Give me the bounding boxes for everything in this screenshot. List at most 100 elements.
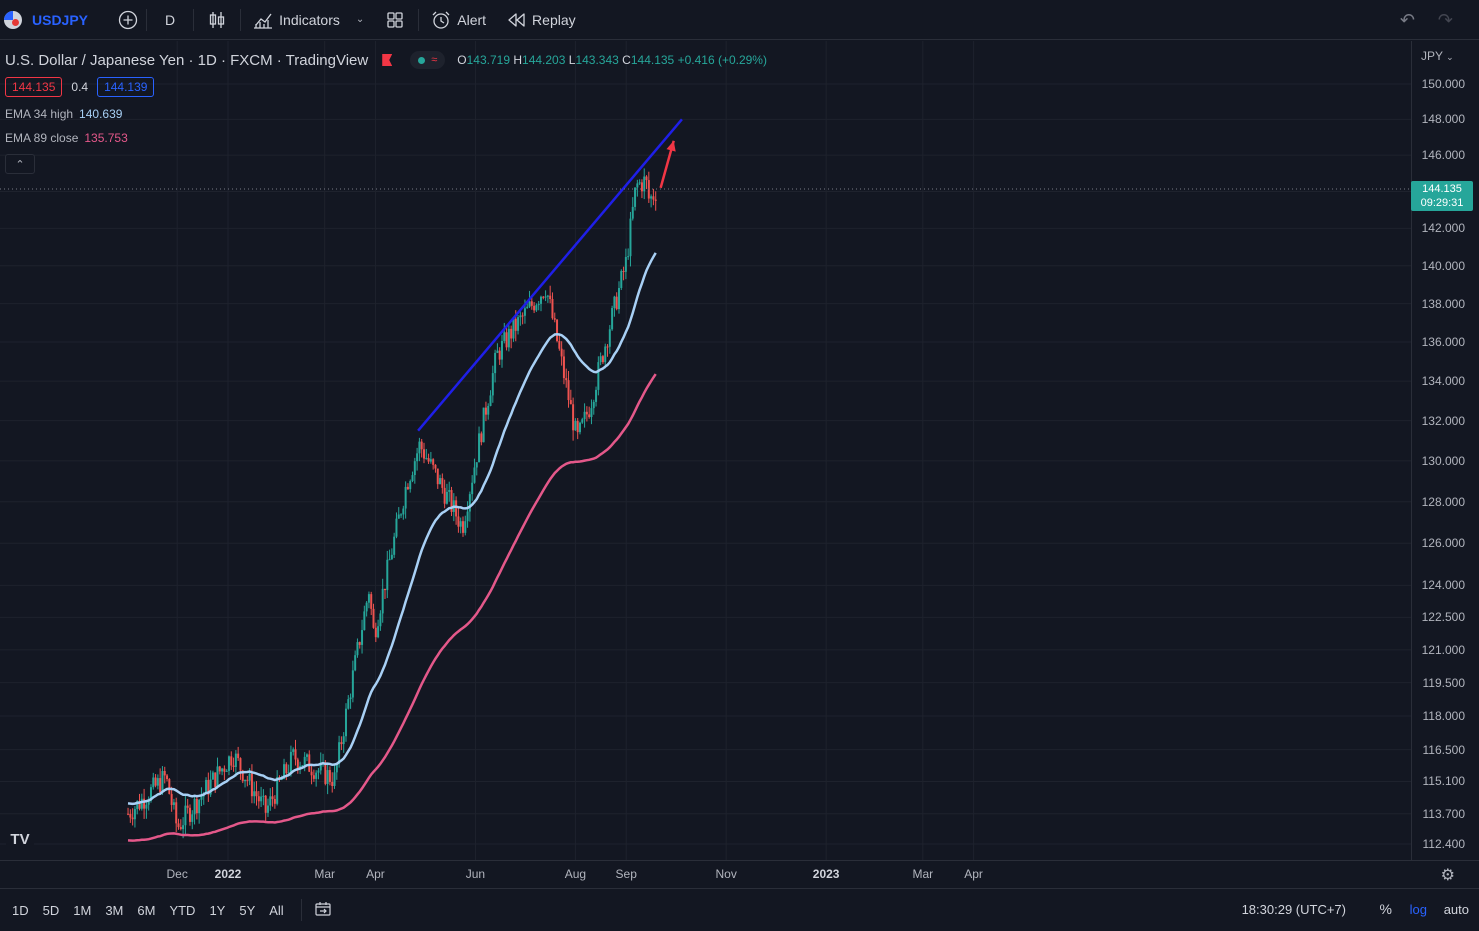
currency-selector[interactable]: JPY ⌄ (1421, 49, 1454, 63)
range-button-1d[interactable]: 1D (12, 902, 29, 918)
candle-body (604, 346, 607, 363)
price-tick: 148.000 (1421, 112, 1465, 127)
range-button-1y[interactable]: 1Y (209, 902, 226, 918)
indicators-button[interactable]: Indicators ⌄ (241, 0, 372, 40)
candle-body (255, 791, 258, 797)
candle-body (269, 796, 272, 806)
divider (193, 8, 195, 31)
time-tick: Dec (166, 867, 188, 881)
candle-body (133, 809, 136, 820)
chart-pane[interactable] (0, 41, 1411, 860)
compare-add-button[interactable] (98, 0, 146, 40)
time-axis[interactable]: ⚙ Dec 2022 Mar Apr Jun Aug Sep Nov 2023 Mar Apr (0, 860, 1479, 888)
candle-body (294, 749, 297, 760)
range-button-5y[interactable]: 5Y (239, 902, 256, 918)
candle-body (340, 742, 343, 745)
ema89-name: EMA 89 close (5, 131, 79, 145)
candle-body (409, 481, 412, 490)
candle-body (471, 482, 474, 495)
range-button-5d[interactable]: 5D (42, 902, 60, 918)
candle-body (241, 770, 244, 782)
candle-body (523, 308, 526, 316)
chevron-down-icon: ⌄ (1446, 52, 1454, 62)
tradingview-logo-icon[interactable]: TV (6, 829, 34, 849)
ema89-legend[interactable]: EMA 89 close 135.753 (5, 131, 128, 145)
candle-body (514, 318, 517, 331)
ema34-line (127, 252, 657, 806)
candle-body (505, 332, 508, 348)
time-tick: Mar (912, 867, 934, 881)
price-axis[interactable]: 150.000148.000146.000144.000142.000140.0… (1411, 41, 1479, 860)
legend-header: U.S. Dollar / Japanese Yen · 1D · FXCM ·… (5, 51, 767, 69)
candle-body (349, 697, 352, 700)
candle-body (592, 401, 595, 409)
range-button-3m[interactable]: 3M (105, 902, 124, 918)
settings-gear-icon[interactable]: ⚙ (1440, 867, 1455, 884)
symbol-search-button[interactable]: USDJPY (0, 0, 98, 40)
candle-body (287, 772, 290, 774)
ohlc-close-key: C (622, 53, 631, 67)
candle-body (223, 768, 226, 772)
candle-body (429, 459, 432, 462)
candle-body (140, 798, 143, 809)
price-chart[interactable] (0, 41, 1411, 860)
flag-marker-icon[interactable] (382, 54, 393, 66)
candle-body (283, 764, 286, 779)
goto-date-button[interactable] (302, 901, 344, 920)
time-tick: Apr (964, 867, 983, 881)
candle-body (622, 271, 625, 273)
candle-body (386, 559, 389, 591)
candle-body (638, 182, 641, 184)
plus-circle-icon (118, 10, 138, 29)
layouts-button[interactable] (372, 0, 418, 40)
candle-body (303, 756, 306, 766)
ema34-name: EMA 34 high (5, 107, 74, 121)
candle-body (455, 500, 458, 517)
clock-timezone[interactable]: 18:30:29 (UTC+7) (1242, 889, 1346, 929)
candle-body (221, 768, 224, 772)
replay-button[interactable]: Replay (498, 0, 586, 40)
log-scale-button[interactable]: log (1410, 889, 1427, 929)
candle-body (450, 490, 453, 512)
interval-button[interactable]: D (147, 0, 193, 40)
candle-body (186, 805, 189, 808)
percent-scale-button[interactable]: % (1380, 889, 1392, 929)
delay-wave-icon: ≈ (431, 54, 438, 66)
candle-body (608, 329, 611, 347)
market-status-pill[interactable]: ≈ (410, 51, 446, 69)
buy-price-button[interactable]: 144.139 (97, 77, 155, 97)
price-tick: 128.000 (1421, 494, 1465, 509)
candle-body (645, 176, 648, 181)
candle-body (296, 759, 299, 769)
candle-body (358, 642, 361, 645)
candle-body (636, 183, 639, 188)
spread-value: 0.4 (71, 80, 89, 94)
redo-button[interactable]: ↷ (1438, 0, 1453, 40)
collapse-legend-button[interactable]: ⌃ (5, 154, 35, 174)
range-button-6m[interactable]: 6M (137, 902, 156, 918)
auto-scale-button[interactable]: auto (1444, 889, 1469, 929)
undo-button[interactable]: ↶ (1400, 0, 1415, 40)
chart-type-button[interactable] (194, 0, 240, 40)
alert-button[interactable]: Alert (419, 0, 498, 40)
candle-body (356, 642, 359, 656)
range-button-all[interactable]: All (269, 902, 284, 918)
candle-body (246, 779, 249, 781)
candle-body (537, 303, 540, 306)
range-button-1m[interactable]: 1M (73, 902, 92, 918)
divider (300, 899, 302, 921)
ohlc-open-key: O (457, 53, 467, 67)
candle-body (539, 296, 542, 304)
candle-body (464, 521, 467, 533)
candle-body (572, 404, 575, 431)
price-tick: 138.000 (1421, 296, 1465, 311)
candle-body (517, 317, 520, 331)
sell-price-button[interactable]: 144.135 (5, 77, 63, 97)
range-button-ytd[interactable]: YTD (169, 902, 196, 918)
ema34-legend[interactable]: EMA 34 high 140.639 (5, 107, 122, 121)
candle-body (175, 802, 178, 824)
candle-body (218, 766, 221, 772)
candle-body (257, 796, 260, 802)
candle-body (551, 299, 554, 319)
candle-body (312, 775, 315, 779)
